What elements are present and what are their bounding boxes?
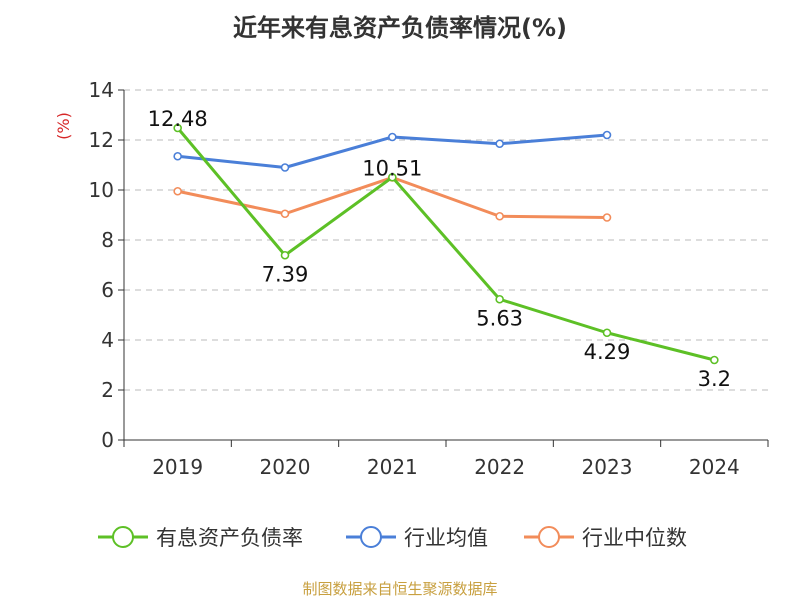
legend-marker bbox=[112, 526, 134, 548]
y-tick-label: 8 bbox=[101, 228, 114, 252]
y-tick-label: 2 bbox=[101, 378, 114, 402]
data-point bbox=[173, 186, 182, 196]
data-label: 12.48 bbox=[148, 107, 208, 131]
series-line bbox=[176, 127, 715, 362]
data-point bbox=[388, 132, 397, 142]
data-point bbox=[280, 163, 290, 172]
data-point bbox=[495, 294, 504, 304]
axes: 0 2 4 6 8 10 12 14 2019 2020 2021 2022 2023 2024 (%) bbox=[54, 78, 769, 479]
legend-label: 行业中位数 bbox=[582, 526, 687, 550]
y-tick-label: 14 bbox=[89, 78, 114, 102]
data-point bbox=[495, 211, 504, 221]
y-axis-label: (%) bbox=[54, 112, 73, 140]
x-tick-label: 2024 bbox=[689, 455, 740, 479]
legend-label: 行业均值 bbox=[404, 526, 488, 550]
y-tick-label: 12 bbox=[89, 128, 114, 152]
data-point bbox=[602, 213, 612, 222]
x-tick-label: 2022 bbox=[474, 455, 525, 479]
legend-marker bbox=[538, 526, 560, 548]
data-label: 10.51 bbox=[362, 156, 422, 180]
data-point bbox=[710, 355, 719, 365]
data-point bbox=[280, 250, 290, 260]
data-label: 4.29 bbox=[584, 340, 631, 364]
data-label: 3.2 bbox=[698, 367, 731, 391]
data-point bbox=[173, 151, 182, 161]
legend-marker bbox=[360, 526, 382, 548]
source-note: 制图数据来自恒生聚源数据库 bbox=[302, 580, 498, 598]
y-tick-label: 6 bbox=[101, 278, 114, 302]
data-point bbox=[173, 123, 182, 133]
legend-label: 有息资产负债率 bbox=[156, 526, 303, 550]
y-tick-label: 10 bbox=[89, 178, 114, 202]
y-tick-label: 4 bbox=[101, 328, 114, 352]
data-point bbox=[602, 130, 612, 140]
x-tick-label: 2020 bbox=[260, 455, 311, 479]
data-point bbox=[495, 139, 504, 149]
data-point bbox=[280, 209, 290, 219]
series-line bbox=[177, 176, 608, 219]
y-tick-label: 0 bbox=[101, 428, 114, 452]
legend: 有息资产负债率 行业均值 行业中位数 bbox=[98, 526, 687, 550]
series-lines bbox=[173, 123, 719, 365]
x-tick-label: 2019 bbox=[152, 455, 203, 479]
x-tick-label: 2021 bbox=[367, 455, 418, 479]
x-tick-label: 2023 bbox=[582, 455, 633, 479]
data-label: 5.63 bbox=[476, 306, 523, 330]
data-point bbox=[388, 172, 397, 182]
chart-title: 近年来有息资产负债率情况(%) bbox=[233, 14, 567, 42]
data-label: 7.39 bbox=[262, 262, 309, 286]
data-labels: 12.48 7.39 10.51 5.63 4.29 3.2 bbox=[148, 107, 731, 391]
data-point bbox=[602, 328, 612, 338]
